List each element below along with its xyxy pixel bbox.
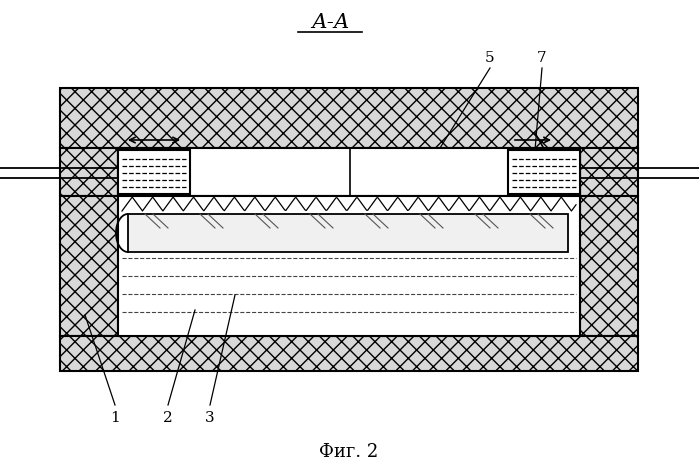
Text: 7: 7 bbox=[538, 51, 547, 65]
Text: Фиг. 2: Фиг. 2 bbox=[319, 443, 379, 461]
Bar bbox=[60, 196, 118, 336]
Bar bbox=[118, 196, 580, 336]
Text: 2: 2 bbox=[163, 411, 173, 425]
Bar bbox=[118, 148, 580, 196]
Bar bbox=[118, 150, 190, 194]
Bar bbox=[580, 148, 638, 196]
Text: 3: 3 bbox=[206, 411, 215, 425]
Bar bbox=[60, 336, 638, 371]
Text: 1: 1 bbox=[110, 411, 120, 425]
Bar bbox=[60, 148, 118, 196]
Bar bbox=[128, 214, 568, 252]
Text: 5: 5 bbox=[485, 51, 495, 65]
Text: А-А: А-А bbox=[311, 13, 350, 31]
Bar bbox=[60, 88, 638, 148]
Bar bbox=[580, 196, 638, 336]
Bar bbox=[508, 150, 580, 194]
